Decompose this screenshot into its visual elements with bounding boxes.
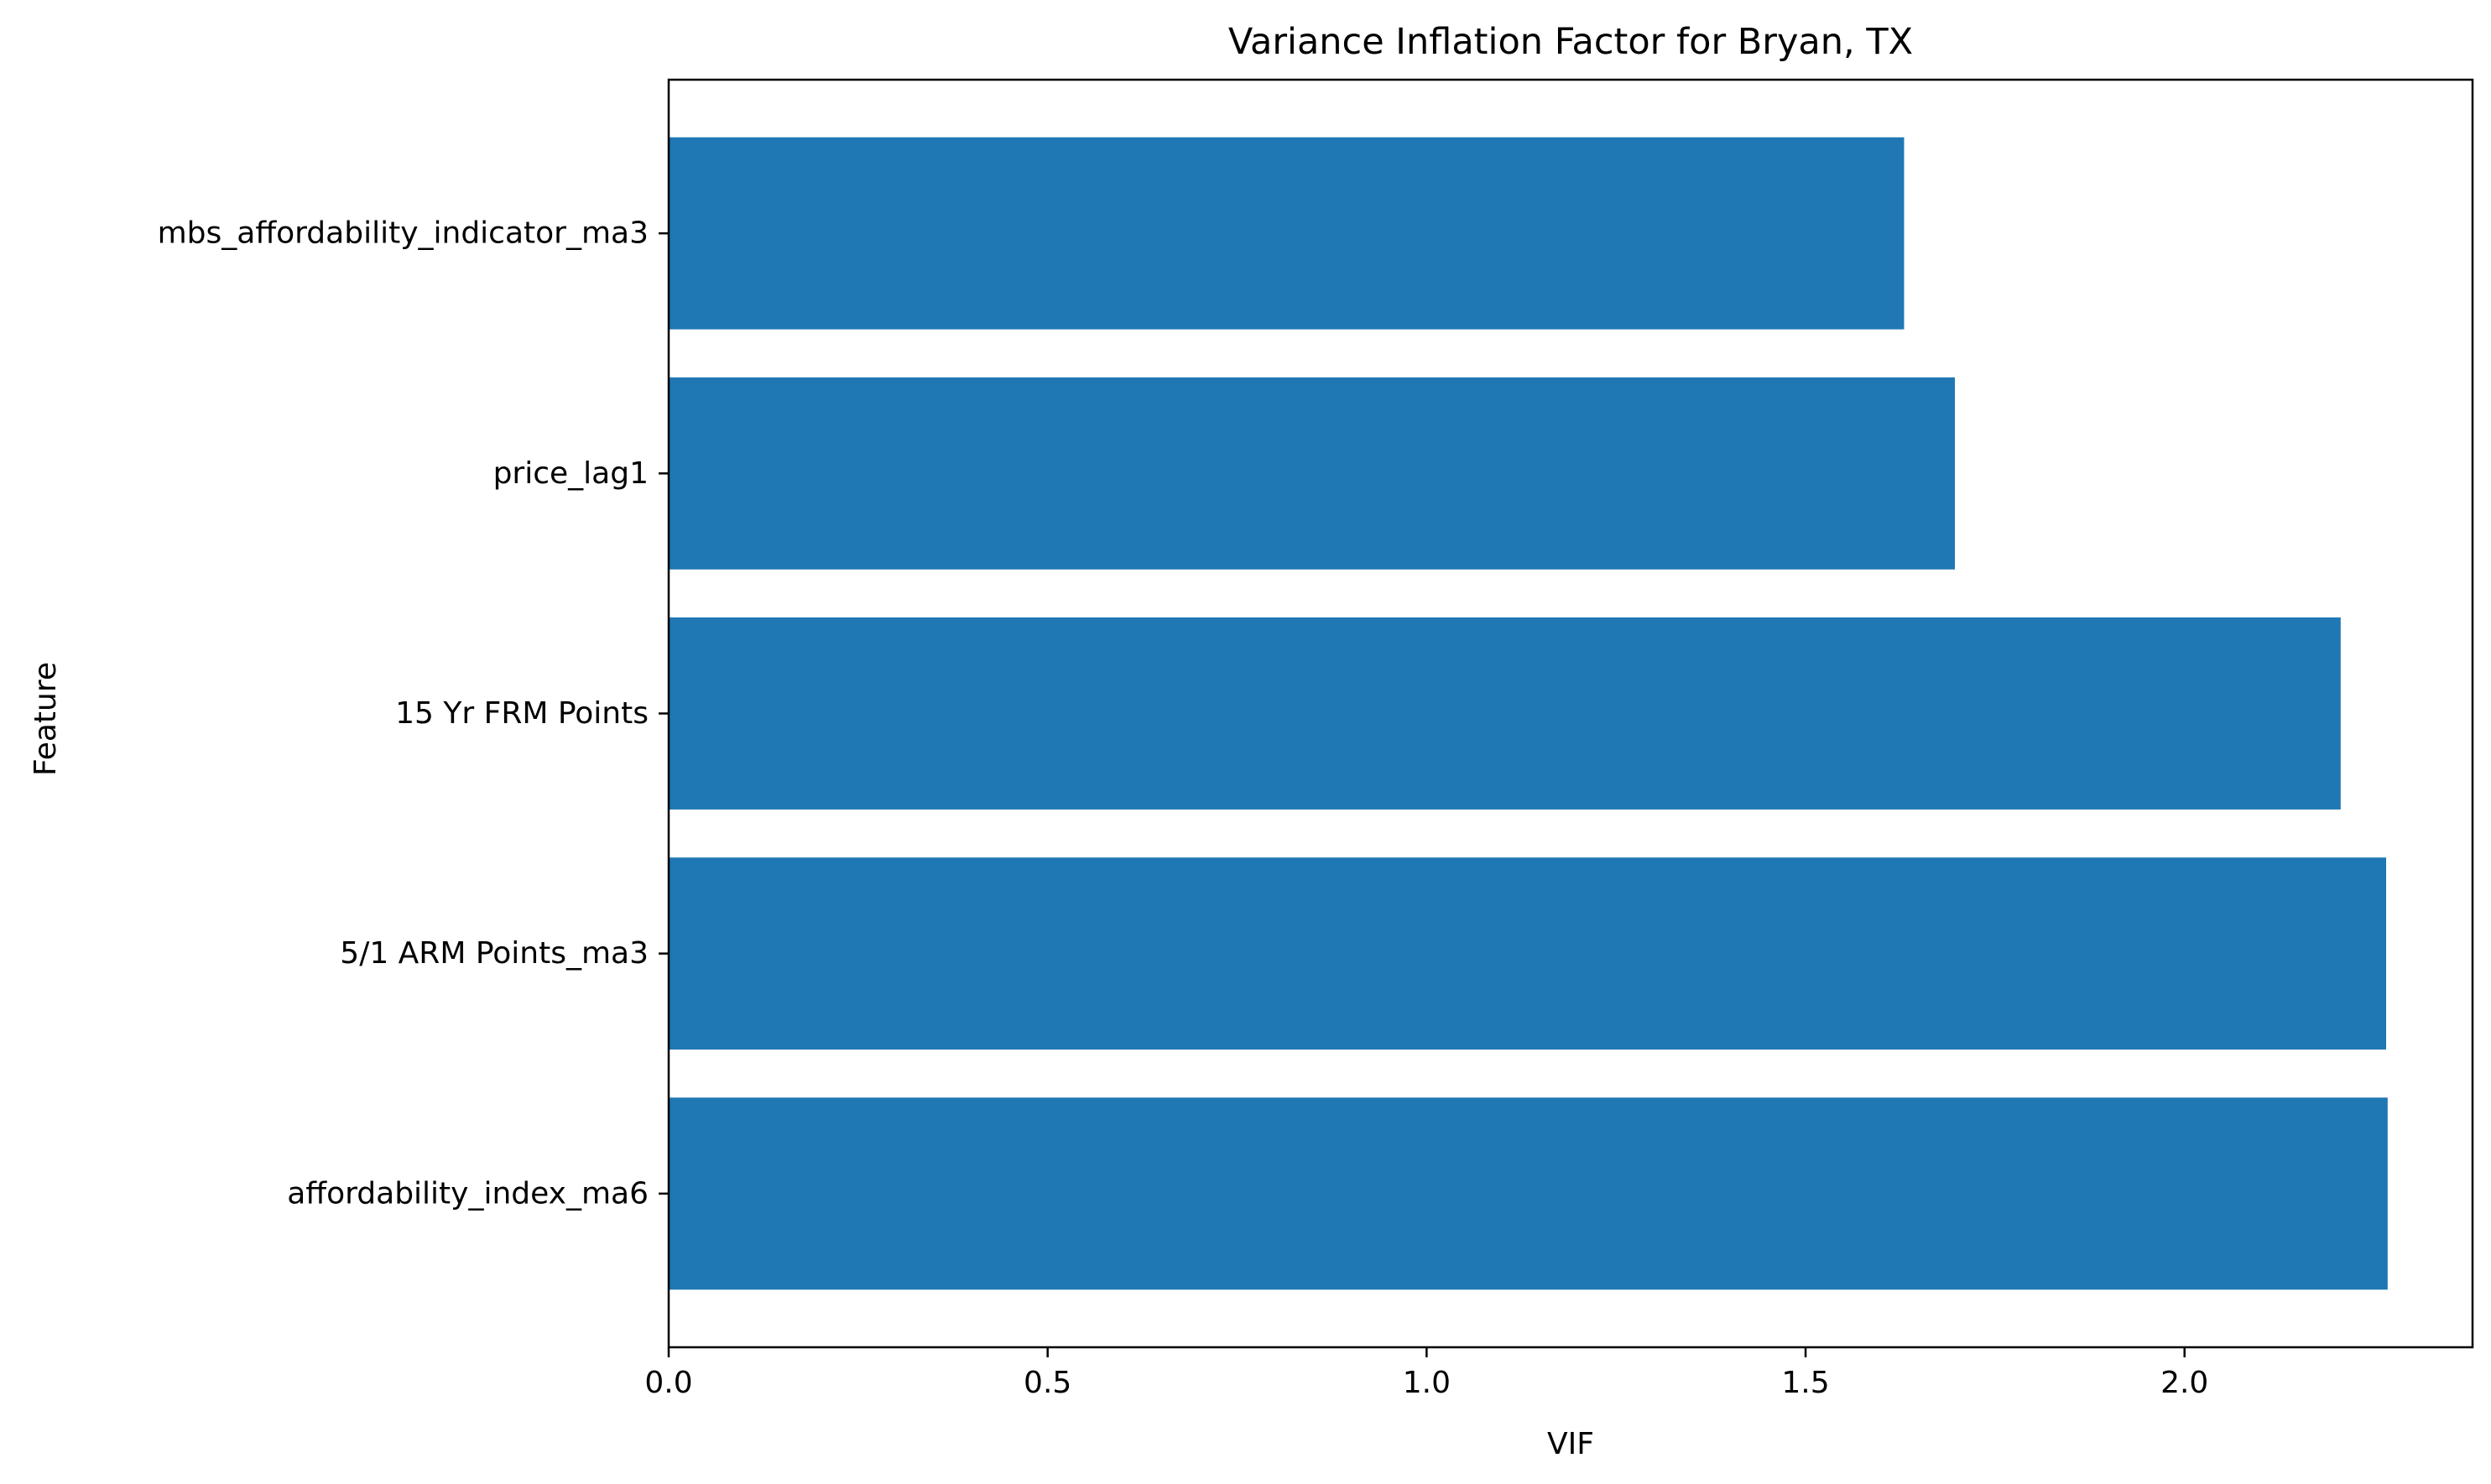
y-tick-label: mbs_affordability_indicator_ma3	[158, 216, 649, 251]
bar-3	[669, 377, 1956, 570]
chart-title: Variance Inflation Factor for Bryan, TX	[1228, 21, 1913, 63]
y-tick-label: affordability_index_ma6	[287, 1176, 649, 1211]
x-tick-label: 0.0	[644, 1366, 692, 1400]
x-tick-label: 1.0	[1403, 1366, 1451, 1400]
x-axis-ticks: 0.0 0.5 1.0 1.5 2.0	[644, 1347, 2208, 1400]
x-tick-label: 1.5	[1781, 1366, 1829, 1400]
bar-0	[669, 1097, 2388, 1290]
y-tick-label: 15 Yr FRM Points	[395, 696, 649, 731]
bar-4	[669, 137, 1905, 330]
bar-2	[669, 617, 2341, 810]
bars-layer	[669, 137, 2388, 1290]
bar-1	[669, 857, 2387, 1050]
y-axis-ticks: affordability_index_ma6 5/1 ARM Points_ma…	[158, 216, 669, 1211]
x-tick-label: 2.0	[2160, 1366, 2208, 1400]
x-tick-label: 0.5	[1024, 1366, 1071, 1400]
plot-frame	[667, 78, 2474, 1349]
x-axis-label: VIF	[1547, 1427, 1594, 1461]
y-tick-label: price_lag1	[493, 456, 649, 491]
y-axis-label: Feature	[29, 662, 63, 776]
y-tick-label: 5/1 ARM Points_ma3	[340, 936, 649, 971]
